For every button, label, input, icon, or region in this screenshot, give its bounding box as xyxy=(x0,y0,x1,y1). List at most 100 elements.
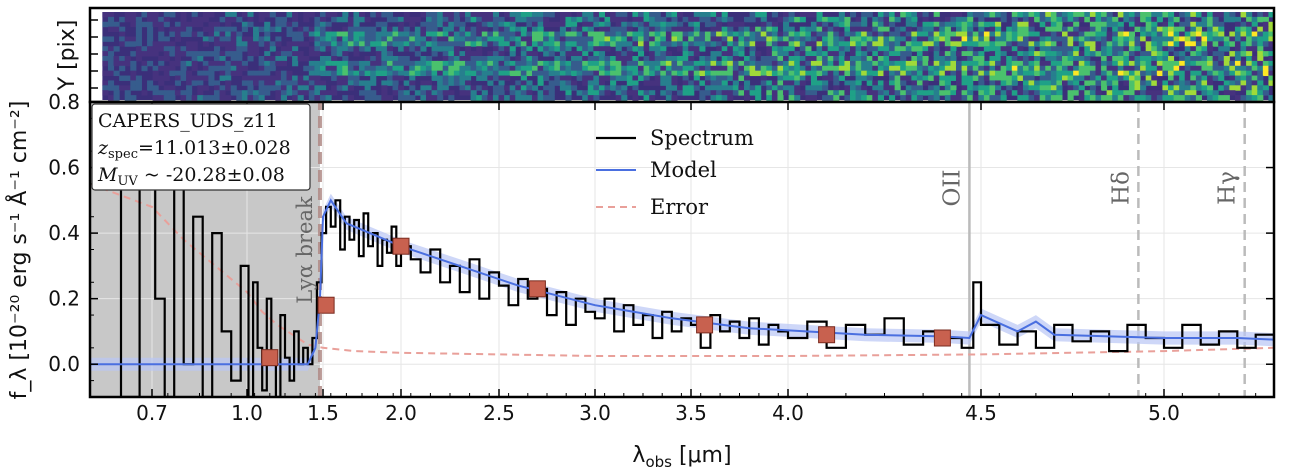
spectrum-2d-pixel xyxy=(621,36,628,42)
spectrum-2d-pixel xyxy=(520,75,527,81)
spectrum-2d-pixel xyxy=(442,90,449,96)
spectrum-2d-pixel xyxy=(425,85,433,91)
spectrum-2d-pixel xyxy=(1000,70,1007,77)
spectrum-2d-pixel xyxy=(1017,65,1024,72)
spectrum-2d-pixel xyxy=(375,70,382,77)
spectrum-2d-pixel xyxy=(827,36,834,42)
spectrum-2d-pixel xyxy=(1195,51,1202,57)
spectrum-2d-pixel xyxy=(1218,75,1225,81)
spectrum-2d-pixel xyxy=(587,80,594,86)
spectrum-2d-pixel xyxy=(995,65,1002,72)
spectrum-2d-pixel xyxy=(515,80,522,86)
spectrum-2d-pixel xyxy=(1084,70,1091,77)
spectrum-2d-pixel xyxy=(1084,90,1091,96)
spectrum-2d-pixel xyxy=(1017,56,1024,62)
spectrum-2d-pixel xyxy=(810,95,818,101)
spectrum-2d-pixel xyxy=(442,41,449,47)
spectrum-2d-pixel xyxy=(755,41,762,47)
spectrum-2d-pixel xyxy=(359,31,366,37)
spectrum-2d-pixel xyxy=(877,95,884,101)
spectrum-2d-pixel xyxy=(130,65,137,72)
spectrum-2d-pixel xyxy=(191,95,198,101)
spectrum-2d-pixel xyxy=(1006,75,1013,81)
spectrum-2d-pixel xyxy=(833,60,840,67)
spectrum-2d-pixel xyxy=(1268,26,1274,33)
spectrum-2d-pixel xyxy=(230,56,237,62)
spectrum-2d-pixel xyxy=(520,70,527,77)
spectrum-2d-pixel xyxy=(1251,41,1258,47)
spectrum-2d-pixel xyxy=(799,90,806,96)
spectrum-2d-pixel xyxy=(331,36,338,42)
spectrum-2d-pixel xyxy=(498,65,505,72)
spectrum-2d-pixel xyxy=(1195,85,1202,91)
spectrum-2d-pixel xyxy=(766,26,773,33)
spectrum-2d-pixel xyxy=(459,36,466,42)
spectrum-2d-pixel xyxy=(799,36,806,42)
spectrum-2d-pixel xyxy=(386,70,394,77)
spectrum-2d-pixel xyxy=(1022,21,1030,28)
spectrum-2d-pixel xyxy=(1089,90,1096,96)
spectrum-2d-pixel xyxy=(571,26,578,33)
spectrum-2d-pixel xyxy=(319,95,327,101)
spectrum-2d-pixel xyxy=(543,60,550,67)
spectrum-2d-pixel xyxy=(1078,90,1085,96)
spectrum-2d-pixel xyxy=(275,85,282,91)
spectrum-2d-pixel xyxy=(253,41,260,47)
spectrum-2d-pixel xyxy=(280,70,288,77)
spectrum-2d-pixel xyxy=(693,36,700,42)
spectrum-2d-pixel xyxy=(838,16,845,23)
spectrum-2d-pixel xyxy=(649,70,656,77)
spectrum-2d-pixel xyxy=(665,85,672,91)
spectrum-2d-pixel xyxy=(286,90,293,96)
spectrum-2d-pixel xyxy=(604,36,611,42)
spectrum-2d-pixel xyxy=(1073,80,1080,86)
spectrum-2d-pixel xyxy=(465,56,472,62)
spectrum-2d-pixel xyxy=(169,26,176,33)
spectrum-2d-pixel xyxy=(386,65,394,72)
spectrum-2d-pixel xyxy=(571,60,578,67)
spectrum-2d-pixel xyxy=(1262,65,1269,72)
spectrum-2d-pixel xyxy=(760,60,767,67)
spectrum-2d-pixel xyxy=(922,41,929,47)
spectrum-2d-pixel xyxy=(1134,16,1141,23)
spectrum-2d-pixel xyxy=(107,70,115,77)
spectrum-2d-pixel xyxy=(314,46,321,52)
spectrum-2d-pixel xyxy=(855,85,862,91)
spectrum-2d-pixel xyxy=(905,75,912,81)
spectrum-2d-pixel xyxy=(1039,60,1046,67)
spectrum-2d-pixel xyxy=(827,95,834,101)
spectrum-2d-pixel xyxy=(353,80,360,86)
spectrum-2d-pixel xyxy=(833,95,840,101)
spectrum-2d-pixel xyxy=(487,21,494,28)
spectrum-2d-pixel xyxy=(1045,60,1052,67)
spectrum-2d-pixel xyxy=(1056,56,1063,62)
spectrum-2d-pixel xyxy=(978,85,985,91)
spectrum-2d-pixel xyxy=(643,80,650,86)
spectrum-2d-pixel xyxy=(1039,21,1046,28)
spectrum-2d-pixel xyxy=(565,80,572,86)
spectrum-2d-pixel xyxy=(526,41,533,47)
spectrum-2d-pixel xyxy=(152,95,159,101)
spectrum-2d-pixel xyxy=(688,36,695,42)
spectrum-2d-pixel xyxy=(559,51,566,57)
spectrum-2d-pixel xyxy=(331,65,338,72)
spectrum-2d-pixel xyxy=(492,75,500,81)
x-tick-label-6: 3.5 xyxy=(675,401,707,425)
spectrum-2d-pixel xyxy=(822,80,829,86)
spectrum-2d-pixel xyxy=(626,70,633,77)
spectrum-2d-pixel xyxy=(141,60,148,67)
spectrum-2d-pixel xyxy=(107,56,115,62)
spectrum-2d-pixel xyxy=(370,31,377,37)
spectrum-2d-pixel xyxy=(253,31,260,37)
spectrum-2d-pixel xyxy=(1145,80,1152,86)
spectrum-2d-pixel xyxy=(710,31,717,37)
spectrum-2d-pixel xyxy=(972,95,979,101)
spectrum-2d-pixel xyxy=(314,75,321,81)
spectrum-2d-pixel xyxy=(448,95,455,101)
spectrum-2d-pixel xyxy=(504,85,511,91)
spectrum-2d-pixel xyxy=(1268,12,1274,18)
spectrum-2d-pixel xyxy=(598,12,606,18)
spectrum-2d-pixel xyxy=(219,75,226,81)
spectrum-2d-pixel xyxy=(1101,51,1108,57)
spectrum-2d-ticks xyxy=(90,19,98,89)
